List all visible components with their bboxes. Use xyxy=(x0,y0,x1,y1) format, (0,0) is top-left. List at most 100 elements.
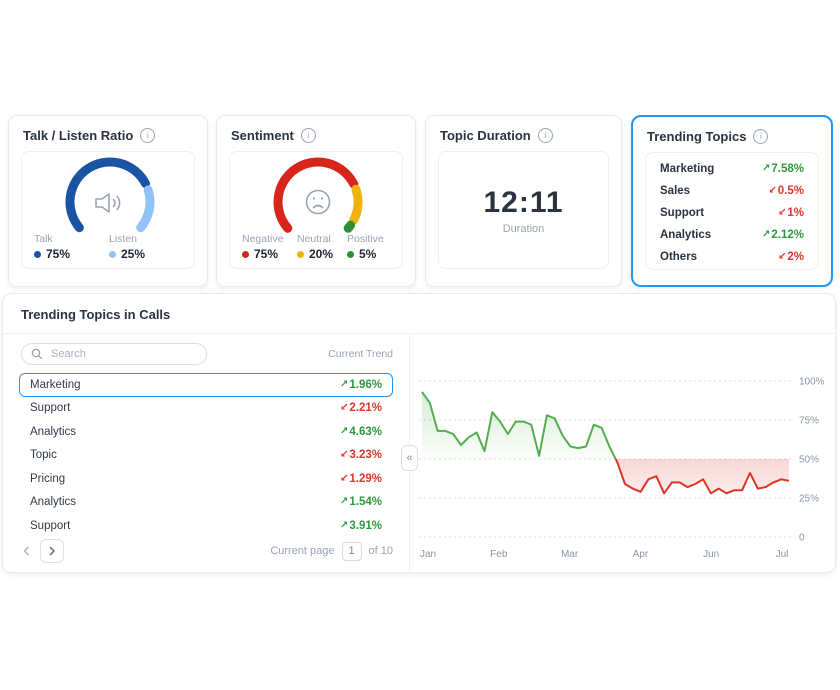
chevron-right-icon xyxy=(49,546,55,556)
trending-topics-in-calls-panel: Trending Topics in Calls Current Trend M… xyxy=(2,293,836,573)
info-icon[interactable]: i xyxy=(753,129,769,144)
negative-dot-icon xyxy=(242,250,249,258)
arrow-down-icon: ↙ xyxy=(777,251,787,262)
topics-list-section: Current Trend Marketing ↗1.96% Support ↙2.2… xyxy=(3,334,409,572)
trend-row-support[interactable]: Support ↗ 3.91% xyxy=(19,514,393,538)
y-axis-tick-label: 0 xyxy=(799,533,805,544)
arrow-up-icon: ↗ xyxy=(340,519,349,531)
card-title: Topic Duration xyxy=(440,128,531,143)
info-icon[interactable]: i xyxy=(300,128,316,143)
legend-value: 20% xyxy=(309,247,334,261)
topic-duration-card: Topic Duration i 12:11 Duration xyxy=(425,115,622,287)
current-page-label: Current page xyxy=(270,545,335,557)
arrow-up-icon: ↗ xyxy=(762,229,771,240)
talk-listen-gauge xyxy=(65,157,155,233)
legend-item-listen: Listen 25% xyxy=(109,233,184,261)
panel-title: Trending Topics in Calls xyxy=(21,307,171,322)
legend-value: 5% xyxy=(359,247,377,261)
positive-dot-icon xyxy=(347,250,354,258)
y-axis-tick-label: 25% xyxy=(799,494,819,505)
trend-topic-label: Topic xyxy=(30,449,57,462)
trend-value: ↙ 1% xyxy=(777,207,804,219)
x-axis-tick-label: Feb xyxy=(490,549,508,560)
trend-value: ↙ 2.21% xyxy=(340,402,382,415)
arrow-down-icon: ↙ xyxy=(340,472,349,484)
gauge-legend: Negative 75% Neutral 20% Positive 5% xyxy=(242,233,392,261)
card-title: Talk / Listen Ratio xyxy=(23,128,134,143)
duration-label: Duration xyxy=(502,222,545,235)
gauge-segment-neutral xyxy=(348,184,363,225)
page-number-input[interactable]: 1 xyxy=(341,541,362,561)
y-axis-tick-label: 75% xyxy=(799,416,819,427)
trend-value: ↙ 2% xyxy=(777,251,804,263)
trend-line-positive xyxy=(421,391,617,459)
legend-label: Positive xyxy=(347,233,384,245)
arrow-up-icon: ↗ xyxy=(762,163,771,174)
gauge-segment-talk xyxy=(65,157,150,233)
trend-topic-label: Others xyxy=(660,251,698,263)
gauge-segment-positive xyxy=(343,220,356,233)
neutral-dot-icon xyxy=(297,250,304,258)
card-header: Talk / Listen Ratio i xyxy=(9,116,207,147)
trend-value: ↗ 2.12% xyxy=(762,229,804,241)
arrow-up-icon: ↗ xyxy=(340,496,349,508)
card-title: Trending Topics xyxy=(647,129,747,144)
page-count-label: of 10 xyxy=(368,545,393,557)
trend-topic-label: Marketing xyxy=(660,163,715,175)
search-input[interactable] xyxy=(49,347,197,361)
card-header: Topic Duration i xyxy=(426,116,621,147)
info-icon[interactable]: i xyxy=(537,128,553,143)
sentiment-gauge xyxy=(273,157,363,233)
trend-row-marketing[interactable]: Marketing ↗ 1.96% xyxy=(19,373,393,397)
y-axis-tick-label: 100% xyxy=(799,377,825,388)
listen-dot-icon xyxy=(109,250,116,258)
trend-value: ↗ 3.91% xyxy=(340,519,382,532)
next-page-button[interactable] xyxy=(40,539,64,563)
gauge-panel: Talk 75% Listen 25% xyxy=(21,151,195,269)
trend-value: ↗ 1.96% xyxy=(340,378,382,391)
card-header: Sentiment i xyxy=(217,116,415,147)
current-trend-column-header: Current Trend xyxy=(328,348,393,360)
collapse-panel-button[interactable]: « xyxy=(401,445,418,471)
x-axis-tick-label: Jan xyxy=(420,549,436,560)
trend-row-others[interactable]: Others ↙ 2% xyxy=(646,246,818,268)
trend-value: ↙ 0.5% xyxy=(768,185,804,197)
trend-line-chart: 100% 75% 50% 25% 0 Jan Feb Mar Apr Jun Jul xyxy=(419,377,825,560)
trend-row-pricing[interactable]: Pricing ↙ 1.29% xyxy=(19,467,393,491)
legend-item-talk: Talk 75% xyxy=(34,233,109,261)
sentiment-card: Sentiment i Negative 75% Neutral 20% Pos… xyxy=(216,115,416,287)
search-box[interactable] xyxy=(21,343,207,365)
trend-topic-label: Analytics xyxy=(30,425,77,438)
trend-row-analytics[interactable]: Analytics ↗ 1.54% xyxy=(19,491,393,515)
previous-page-button[interactable] xyxy=(21,545,31,557)
trend-row-support[interactable]: Support ↙ 2.21% xyxy=(19,397,393,421)
duration-panel: 12:11 Duration xyxy=(438,151,609,269)
trend-row-sales[interactable]: Sales ↙ 0.5% xyxy=(646,180,818,202)
arrow-down-icon: ↙ xyxy=(768,185,777,196)
trend-topic-label: Marketing xyxy=(30,378,81,391)
arrow-down-icon: ↙ xyxy=(777,207,787,218)
trend-row-analytics[interactable]: Analytics ↗ 2.12% xyxy=(646,224,818,246)
trend-topic-label: Analytics xyxy=(660,229,712,241)
trend-topic-label: Sales xyxy=(660,185,691,197)
topics-list: Marketing ↗ 1.96% Support ↙ 2.21% Analytics ↗ 4.… xyxy=(3,369,409,538)
area-above-threshold xyxy=(422,391,789,459)
info-icon[interactable]: i xyxy=(140,128,156,143)
arrow-down-icon: ↙ xyxy=(340,402,349,414)
trend-row-support[interactable]: Support ↙ 1% xyxy=(646,202,818,224)
legend-value: 75% xyxy=(46,247,71,261)
x-axis-tick-label: Jun xyxy=(703,549,719,560)
legend-item-positive: Positive 5% xyxy=(347,233,392,261)
panel-divider xyxy=(3,333,835,334)
trend-row-topic[interactable]: Topic ↙ 3.23% xyxy=(19,444,393,468)
area-below-threshold xyxy=(422,459,789,494)
legend-item-neutral: Neutral 20% xyxy=(297,233,347,261)
search-icon xyxy=(31,348,43,360)
collapse-icon: « xyxy=(406,452,413,464)
trend-row-analytics[interactable]: Analytics ↗ 4.63% xyxy=(19,420,393,444)
trend-row-marketing[interactable]: Marketing ↗ 7.58% xyxy=(646,158,818,180)
gauge-legend: Talk 75% Listen 25% xyxy=(34,233,184,261)
x-axis-tick-label: Apr xyxy=(633,549,649,560)
trending-topics-card[interactable]: Trending Topics i Marketing ↗ 7.58% Sales ↙ 0… xyxy=(631,115,833,287)
x-axis-tick-label: Mar xyxy=(561,549,579,560)
